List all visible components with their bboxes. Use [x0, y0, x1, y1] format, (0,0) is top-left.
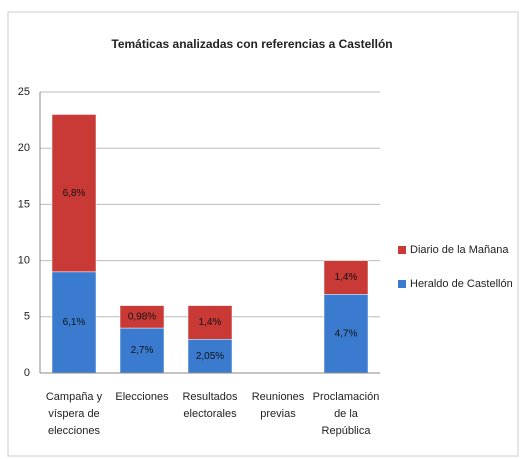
data-label: 1,4% — [335, 272, 358, 283]
y-tick-label: 10 — [18, 255, 30, 267]
y-tick-label: 0 — [24, 367, 30, 379]
bar-segment — [187, 305, 233, 340]
y-tick-label: 15 — [18, 198, 30, 210]
data-label: 6,8% — [63, 188, 86, 199]
bar-segment — [323, 260, 369, 295]
data-label: 0,98% — [128, 311, 156, 322]
x-tick-label: Reuniones previas — [252, 391, 305, 420]
x-tick-label: Proclamación de la República — [313, 391, 380, 437]
x-tick-label: Resultados electorales — [182, 391, 238, 420]
legend-swatch — [398, 246, 406, 254]
x-tick-label: Elecciones — [115, 391, 169, 403]
data-label: 2,05% — [196, 351, 224, 362]
bar-segment — [119, 327, 165, 374]
bar-segment — [323, 294, 369, 374]
data-label: 1,4% — [199, 317, 222, 328]
chart-title: Temáticas analizadas con referencias a C… — [111, 37, 392, 51]
legend-label: Diario de la Mañana — [410, 244, 509, 256]
x-tick-label: Campaña y víspera de elecciones — [46, 391, 103, 437]
y-tick-label: 20 — [18, 142, 30, 154]
legend-swatch — [398, 280, 406, 288]
data-label: 6,1% — [63, 317, 86, 328]
legend-label: Heraldo de Castellón — [410, 278, 513, 290]
data-label: 2,7% — [131, 345, 154, 356]
y-tick-label: 5 — [24, 311, 30, 323]
y-tick-label: 25 — [18, 86, 30, 98]
data-label: 4,7% — [335, 328, 358, 339]
bar-segment — [187, 339, 233, 374]
bar-segment — [51, 114, 97, 273]
bar-segment — [51, 271, 97, 374]
bar-segment — [119, 305, 165, 329]
